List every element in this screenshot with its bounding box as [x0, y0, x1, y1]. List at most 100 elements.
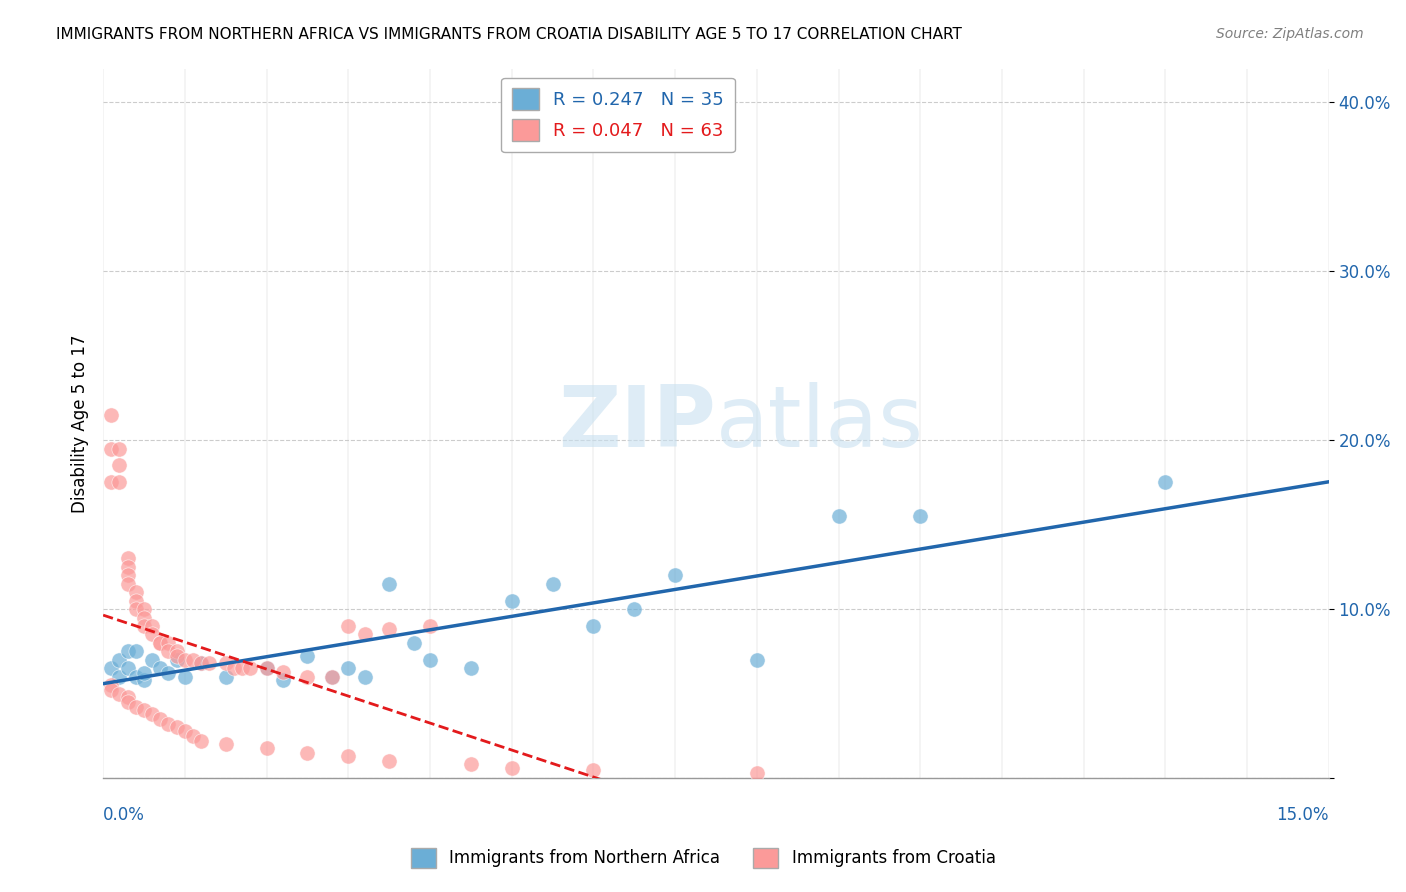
- Point: [460, 661, 482, 675]
- Point: [141, 653, 163, 667]
- Point: [215, 656, 238, 670]
- Point: [378, 576, 401, 591]
- Point: [132, 673, 155, 687]
- Point: [321, 670, 343, 684]
- Text: IMMIGRANTS FROM NORTHERN AFRICA VS IMMIGRANTS FROM CROATIA DISABILITY AGE 5 TO 1: IMMIGRANTS FROM NORTHERN AFRICA VS IMMIG…: [56, 27, 962, 42]
- Text: Source: ZipAtlas.com: Source: ZipAtlas.com: [1216, 27, 1364, 41]
- Point: [378, 754, 401, 768]
- Point: [664, 568, 686, 582]
- Point: [582, 619, 605, 633]
- Point: [198, 656, 221, 670]
- Point: [190, 734, 212, 748]
- Point: [173, 653, 195, 667]
- Point: [501, 761, 523, 775]
- Point: [157, 644, 180, 658]
- Point: [181, 729, 204, 743]
- Legend: R = 0.247   N = 35, R = 0.047   N = 63: R = 0.247 N = 35, R = 0.047 N = 63: [501, 78, 735, 153]
- Point: [132, 619, 155, 633]
- Point: [353, 627, 375, 641]
- Point: [108, 458, 131, 473]
- Point: [166, 649, 188, 664]
- Point: [541, 576, 564, 591]
- Point: [271, 665, 294, 679]
- Point: [125, 593, 148, 607]
- Point: [402, 636, 425, 650]
- Point: [108, 475, 131, 490]
- Point: [125, 602, 148, 616]
- Text: atlas: atlas: [716, 382, 924, 465]
- Point: [125, 585, 148, 599]
- Point: [1154, 475, 1177, 490]
- Point: [222, 661, 245, 675]
- Point: [100, 661, 122, 675]
- Point: [117, 661, 139, 675]
- Point: [297, 649, 319, 664]
- Point: [157, 717, 180, 731]
- Point: [166, 644, 188, 658]
- Point: [132, 666, 155, 681]
- Point: [181, 653, 204, 667]
- Point: [582, 763, 605, 777]
- Point: [149, 712, 172, 726]
- Point: [108, 442, 131, 456]
- Point: [117, 695, 139, 709]
- Point: [297, 670, 319, 684]
- Point: [173, 670, 195, 684]
- Point: [100, 475, 122, 490]
- Text: ZIP: ZIP: [558, 382, 716, 465]
- Point: [149, 661, 172, 675]
- Point: [745, 766, 768, 780]
- Point: [132, 602, 155, 616]
- Point: [166, 720, 188, 734]
- Point: [190, 656, 212, 670]
- Point: [125, 700, 148, 714]
- Point: [297, 746, 319, 760]
- Point: [132, 610, 155, 624]
- Point: [231, 661, 253, 675]
- Point: [173, 723, 195, 738]
- Point: [157, 636, 180, 650]
- Point: [271, 673, 294, 687]
- Point: [125, 670, 148, 684]
- Point: [378, 623, 401, 637]
- Point: [239, 661, 262, 675]
- Point: [117, 576, 139, 591]
- Point: [337, 661, 360, 675]
- Point: [141, 619, 163, 633]
- Point: [166, 653, 188, 667]
- Point: [190, 656, 212, 670]
- Point: [460, 757, 482, 772]
- Point: [108, 687, 131, 701]
- Point: [827, 509, 849, 524]
- Point: [117, 559, 139, 574]
- Point: [910, 509, 932, 524]
- Point: [125, 644, 148, 658]
- Point: [623, 602, 645, 616]
- Point: [132, 703, 155, 717]
- Point: [108, 670, 131, 684]
- Point: [149, 636, 172, 650]
- Text: 15.0%: 15.0%: [1277, 806, 1329, 824]
- Text: 0.0%: 0.0%: [103, 806, 145, 824]
- Point: [337, 619, 360, 633]
- Point: [337, 749, 360, 764]
- Point: [100, 683, 122, 698]
- Point: [157, 666, 180, 681]
- Point: [117, 644, 139, 658]
- Y-axis label: Disability Age 5 to 17: Disability Age 5 to 17: [72, 334, 89, 513]
- Point: [149, 636, 172, 650]
- Point: [100, 442, 122, 456]
- Point: [117, 551, 139, 566]
- Point: [321, 670, 343, 684]
- Point: [100, 408, 122, 422]
- Point: [745, 653, 768, 667]
- Point: [100, 678, 122, 692]
- Legend: Immigrants from Northern Africa, Immigrants from Croatia: Immigrants from Northern Africa, Immigra…: [404, 841, 1002, 875]
- Point: [256, 661, 278, 675]
- Point: [353, 670, 375, 684]
- Point: [141, 706, 163, 721]
- Point: [501, 593, 523, 607]
- Point: [215, 670, 238, 684]
- Point: [419, 653, 441, 667]
- Point: [108, 653, 131, 667]
